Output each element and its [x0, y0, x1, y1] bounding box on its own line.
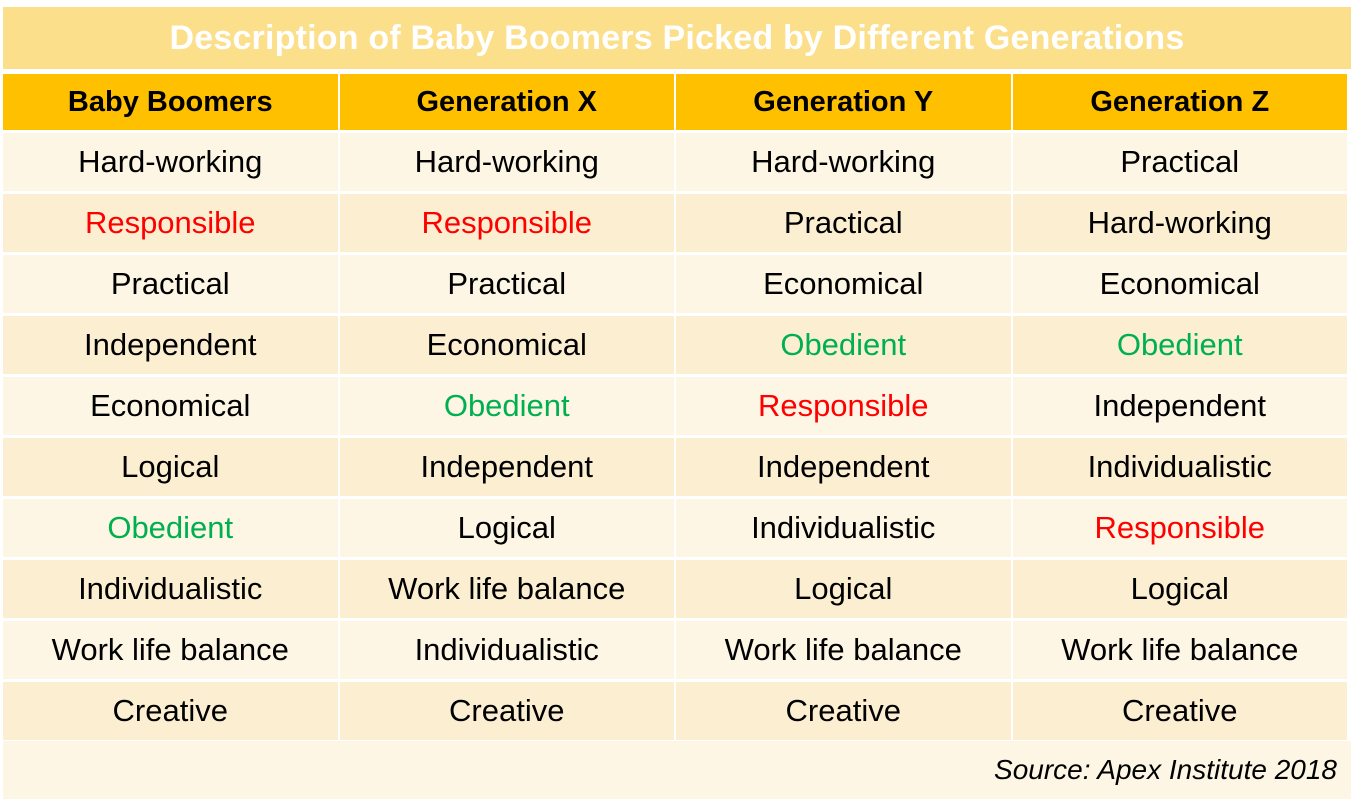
descriptions-table: Baby Boomers Generation X Generation Y G… — [1, 71, 1349, 743]
table-cell: Creative — [3, 682, 338, 740]
table-row: Independent Economical Obedient Obedient — [3, 316, 1347, 374]
table-row: Economical Obedient Responsible Independent — [3, 377, 1347, 435]
table-cell: Logical — [339, 499, 674, 557]
column-header-generation-x: Generation X — [339, 74, 674, 130]
table-row: Logical Independent Independent Individuali… — [3, 438, 1347, 496]
table-cell: Independent — [3, 316, 338, 374]
table-cell: Responsible — [1012, 499, 1347, 557]
table-cell: Hard-working — [3, 133, 338, 191]
source-note: Source: Apex Institute 2018 — [3, 741, 1351, 799]
table-cell: Responsible — [676, 377, 1011, 435]
table-title: Description of Baby Boomers Picked by Di… — [3, 7, 1351, 69]
table-body: Hard-working Hard-working Hard-working Prac… — [3, 133, 1347, 740]
table-cell: Creative — [339, 682, 674, 740]
table-row: Work life balance Individualistic Work lif… — [3, 621, 1347, 679]
table-cell: Obedient — [339, 377, 674, 435]
table-row: Practical Practical Economical Economical — [3, 255, 1347, 313]
table-cell: Economical — [1012, 255, 1347, 313]
table-cell: Work life balance — [1012, 621, 1347, 679]
table-cell: Responsible — [3, 194, 338, 252]
table-cell: Hard-working — [676, 133, 1011, 191]
table-cell: Responsible — [339, 194, 674, 252]
table-cell: Obedient — [1012, 316, 1347, 374]
table-cell: Work life balance — [3, 621, 338, 679]
column-header-generation-z: Generation Z — [1012, 74, 1347, 130]
table-cell: Logical — [676, 560, 1011, 618]
table-row: Creative Creative Creative Creative — [3, 682, 1347, 740]
table-cell: Individualistic — [3, 560, 338, 618]
table-cell: Obedient — [3, 499, 338, 557]
table-cell: Work life balance — [676, 621, 1011, 679]
table-cell: Economical — [339, 316, 674, 374]
table-cell: Practical — [676, 194, 1011, 252]
table-cell: Practical — [3, 255, 338, 313]
table-cell: Work life balance — [339, 560, 674, 618]
table-cell: Independent — [676, 438, 1011, 496]
header-row: Baby Boomers Generation X Generation Y G… — [3, 74, 1347, 130]
table-cell: Creative — [676, 682, 1011, 740]
table-cell: Obedient — [676, 316, 1011, 374]
table-cell: Hard-working — [1012, 194, 1347, 252]
table-row: Hard-working Hard-working Hard-working Prac… — [3, 133, 1347, 191]
table-cell: Individualistic — [676, 499, 1011, 557]
table-cell: Individualistic — [1012, 438, 1347, 496]
table-cell: Hard-working — [339, 133, 674, 191]
table-row: Individualistic Work life balance Logical L… — [3, 560, 1347, 618]
table-cell: Practical — [339, 255, 674, 313]
table-cell: Economical — [676, 255, 1011, 313]
table-cell: Logical — [1012, 560, 1347, 618]
table-cell: Creative — [1012, 682, 1347, 740]
table-row: Responsible Responsible Practical Hard-work… — [3, 194, 1347, 252]
table-row: Obedient Logical Individualistic Responsibl… — [3, 499, 1347, 557]
table-cell: Independent — [339, 438, 674, 496]
table-cell: Practical — [1012, 133, 1347, 191]
column-header-generation-y: Generation Y — [676, 74, 1011, 130]
table-cell: Independent — [1012, 377, 1347, 435]
table-cell: Economical — [3, 377, 338, 435]
column-header-baby-boomers: Baby Boomers — [3, 74, 338, 130]
table-cell: Logical — [3, 438, 338, 496]
table-cell: Individualistic — [339, 621, 674, 679]
